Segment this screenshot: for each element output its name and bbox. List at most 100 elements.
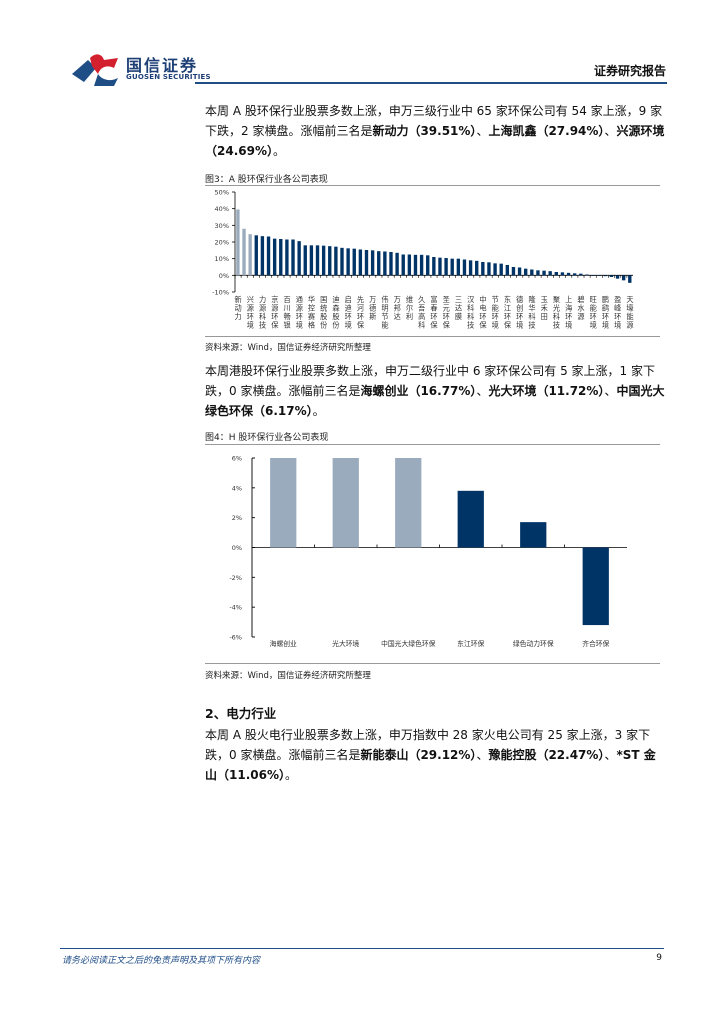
bar [236, 209, 240, 276]
bar [457, 490, 484, 548]
x-category-label: 能 [381, 321, 388, 330]
bar [413, 254, 418, 276]
bar [334, 246, 338, 276]
x-category-label: 股 [332, 312, 339, 321]
x-category-label: 万 [394, 295, 401, 304]
bar [364, 250, 369, 276]
figure3-source: 资料来源：Wind，国信证券经济研究所整理 [205, 343, 371, 353]
header-divider [195, 82, 667, 84]
bar [426, 255, 430, 276]
x-category-label: 科 [467, 304, 474, 313]
x-category-label: 源 [259, 304, 266, 313]
sep: 、 [604, 748, 617, 762]
para-end: 。 [312, 404, 325, 418]
x-category-label: 节 [381, 312, 388, 321]
x-category-label: 动 [234, 304, 241, 313]
y-tick-label: 50% [215, 189, 229, 197]
x-category-label: 技 [553, 321, 560, 330]
bar [582, 547, 609, 626]
x-category-label: 中国光大绿色环保 [381, 639, 436, 648]
bar [597, 275, 601, 276]
para-text: 本周 A 股环保行业股票多数上涨，申万三级行业中 65 家环保公司有 54 家上… [205, 104, 663, 138]
x-category-label: 华 [528, 304, 535, 313]
x-category-label: 兴 [247, 295, 254, 304]
x-category-label: 能 [626, 312, 633, 321]
bar [291, 239, 295, 276]
y-tick-label: -4% [229, 604, 242, 612]
y-tick-label: -2% [229, 574, 242, 582]
bar [603, 275, 607, 277]
x-category-label: 环 [271, 312, 278, 321]
bar [591, 275, 595, 276]
bar [499, 263, 503, 276]
x-category-label: 科 [553, 312, 560, 321]
bar [352, 248, 356, 276]
bar [566, 272, 571, 276]
x-category-label: 圣 [443, 295, 450, 304]
paragraph-h-share-env: 本周港股环保行业股票多数上涨，申万二级行业中 6 家环保公司有 5 家上涨，1 … [205, 361, 665, 421]
y-tick-label: -6% [229, 634, 242, 642]
bar [285, 239, 289, 276]
x-category-label: 绿色动力环保 [513, 639, 554, 648]
bar [297, 241, 301, 276]
x-category-label: 启 [345, 295, 352, 304]
bar [615, 275, 620, 279]
x-category-label: 川 [283, 304, 290, 313]
x-category-label: 高 [418, 312, 425, 321]
bar [536, 270, 540, 276]
bar [609, 275, 614, 277]
x-category-label: 力 [259, 295, 266, 304]
x-category-label: 新 [234, 295, 241, 304]
x-category-label: 源 [271, 304, 278, 313]
bar [505, 265, 510, 276]
bar [377, 251, 381, 276]
bar [242, 228, 246, 276]
bar [456, 258, 461, 276]
bar [450, 258, 454, 276]
x-category-label: 达 [394, 312, 401, 321]
x-category-label: 环 [345, 312, 352, 321]
para-end: 。 [272, 144, 285, 158]
x-category-label: 聚 [553, 295, 560, 304]
bar [332, 458, 359, 548]
bar [462, 259, 467, 276]
bar [481, 262, 485, 276]
logo-text-cn: 国信证券 [126, 56, 199, 75]
bar [548, 271, 552, 276]
bar [395, 458, 422, 548]
bar [419, 254, 424, 276]
y-tick-label: 40% [215, 205, 229, 213]
x-category-label: 东江环保 [457, 639, 484, 648]
x-category-label: 中 [479, 295, 486, 304]
bar [621, 275, 626, 281]
bar [438, 257, 442, 276]
sep: 、 [604, 384, 617, 398]
x-category-label: 能 [492, 304, 499, 313]
bar [346, 248, 350, 276]
x-category-label: 通 [296, 295, 303, 304]
x-category-label: 东 [504, 295, 511, 304]
x-category-label: 维 [406, 295, 413, 304]
x-category-label: 天 [626, 295, 633, 304]
x-category-label: 科 [528, 312, 535, 321]
sep: 、 [476, 384, 489, 398]
y-tick-label: 2% [232, 514, 242, 522]
x-category-label: 保 [430, 321, 438, 330]
x-category-label: 境 [247, 321, 254, 330]
y-tick-label: 20% [215, 239, 229, 247]
x-category-label: 玉 [541, 295, 548, 304]
y-tick-label: 4% [232, 484, 242, 492]
x-category-label: 元 [443, 304, 450, 313]
top2: 上海凯鑫（27.94%） [488, 124, 605, 138]
x-category-label: 隆 [528, 295, 536, 304]
figure3-top-rule [205, 185, 660, 186]
x-category-label: 技 [259, 321, 266, 330]
bar [395, 252, 399, 276]
x-category-label: 环 [504, 312, 511, 321]
x-category-label: 盈 [614, 295, 621, 304]
x-category-label: 先 [357, 295, 364, 304]
figure4-bottom-rule [205, 663, 660, 664]
bar [444, 258, 448, 276]
x-category-label: 环 [357, 312, 364, 321]
bar [628, 275, 632, 283]
